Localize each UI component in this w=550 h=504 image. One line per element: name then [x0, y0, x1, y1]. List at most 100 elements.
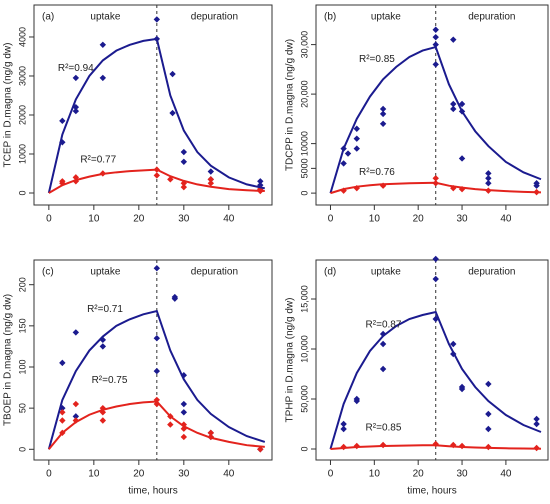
- data-point: [180, 409, 188, 416]
- x-tick-label: 0: [328, 214, 334, 225]
- data-point: [432, 175, 439, 182]
- data-point: [169, 70, 176, 78]
- x-tick-label: 30: [178, 214, 190, 225]
- data-point: [72, 400, 80, 408]
- data-point: [533, 415, 540, 423]
- phase-label: depuration: [468, 267, 515, 278]
- y-tick-label: 10000: [299, 131, 309, 156]
- fit-curve: [330, 181, 542, 195]
- data-point: [72, 413, 80, 420]
- y-axis-label: TCEP in D.magna (ng/g dw): [3, 43, 14, 168]
- x-tick-label: 40: [223, 469, 235, 480]
- x-tick-label: 40: [223, 214, 235, 225]
- fit-curve: [48, 168, 265, 194]
- phase-label: uptake: [90, 267, 120, 278]
- y-axis-label: TDCPP in D.magna (ng/g dw): [285, 39, 296, 171]
- phase-label: depuration: [191, 12, 238, 23]
- y-tick-label: 30,000: [299, 31, 309, 59]
- data-point: [379, 120, 387, 128]
- x-tick-label: 30: [456, 214, 468, 225]
- data-point: [180, 158, 188, 165]
- data-point: [153, 334, 161, 342]
- data-point: [432, 61, 439, 68]
- data-point: [485, 170, 492, 177]
- data-point: [485, 175, 492, 182]
- x-tick-label: 0: [46, 214, 52, 225]
- data-point: [59, 409, 66, 416]
- x-tick-label: 10: [88, 469, 100, 480]
- data-point: [432, 275, 439, 283]
- x-tick-label: 10: [369, 469, 381, 480]
- plot-frame: [33, 4, 273, 206]
- r-squared: R²=0.76: [359, 167, 395, 178]
- data-point: [340, 420, 347, 428]
- y-tick-label: 50: [17, 403, 27, 413]
- x-tick-label: 10: [369, 214, 381, 225]
- y-tick-label: 0: [299, 191, 309, 196]
- phase-label: uptake: [371, 267, 401, 278]
- data-point: [485, 380, 492, 388]
- panel-label: (b): [324, 12, 336, 23]
- fit-curve: [48, 400, 265, 450]
- data-point: [432, 41, 439, 48]
- y-tick-label: 20,000: [299, 80, 309, 108]
- data-point: [340, 160, 347, 167]
- y-tick-label: 5000: [299, 158, 309, 178]
- data-point: [432, 26, 439, 33]
- data-point: [72, 107, 80, 115]
- data-point: [72, 178, 80, 185]
- phase-label: depuration: [191, 267, 238, 278]
- y-tick-label: 50,000: [299, 385, 309, 413]
- plot-frame: [33, 259, 273, 461]
- plot-frame: [315, 4, 549, 206]
- data-point: [59, 139, 66, 146]
- x-tick-label: 20: [413, 469, 425, 480]
- r-squared: R²=0.75: [92, 375, 128, 386]
- r-squared: R²=0.87: [366, 320, 402, 331]
- data-point: [99, 343, 107, 350]
- r-squared: R²=0.71: [87, 304, 123, 315]
- data-point: [153, 265, 161, 272]
- data-point: [99, 74, 107, 82]
- data-point: [169, 109, 176, 117]
- data-point: [344, 150, 352, 157]
- x-tick-label: 0: [46, 469, 52, 480]
- data-point: [257, 446, 264, 453]
- r-squared: R²=0.94: [58, 63, 94, 74]
- data-point: [458, 100, 466, 108]
- data-point: [153, 367, 161, 375]
- fit-curve: [47, 37, 266, 194]
- data-point: [72, 74, 80, 82]
- data-point: [353, 125, 360, 132]
- data-point: [485, 180, 492, 187]
- data-point: [171, 295, 179, 302]
- x-tick-label: 0: [328, 469, 334, 480]
- data-point: [207, 429, 215, 437]
- data-point: [485, 425, 492, 433]
- data-point: [153, 16, 161, 23]
- x-tick-label: 30: [178, 469, 190, 480]
- data-point: [99, 417, 107, 424]
- data-point: [207, 168, 215, 175]
- fit-curve: [330, 444, 541, 450]
- data-point: [353, 135, 360, 142]
- data-point: [180, 433, 188, 441]
- y-tick-label: 0: [299, 446, 309, 451]
- y-tick-label: 0: [17, 447, 27, 452]
- fit-curve: [329, 310, 542, 450]
- data-point: [59, 417, 66, 424]
- data-point: [340, 425, 347, 433]
- x-tick-label: 10: [88, 214, 100, 225]
- data-point: [99, 336, 107, 344]
- panel-label: (d): [324, 267, 336, 278]
- data-point: [207, 176, 215, 183]
- data-point: [167, 421, 174, 428]
- data-point: [72, 329, 80, 336]
- data-point: [180, 183, 188, 191]
- y-tick-label: 10,000: [299, 335, 309, 363]
- y-tick-label: 3000: [17, 66, 27, 86]
- data-point: [379, 110, 387, 118]
